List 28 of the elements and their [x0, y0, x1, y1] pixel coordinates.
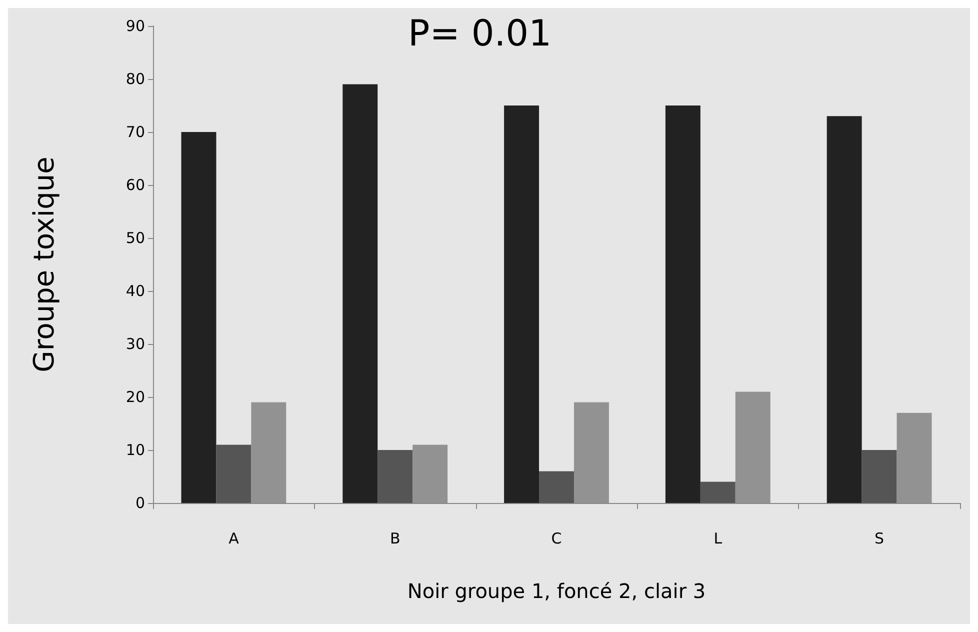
x-tick-label: A [228, 530, 240, 548]
y-tick-label: 90 [126, 17, 145, 35]
annotation: P= 0.01 [408, 14, 552, 54]
bar [862, 450, 897, 503]
bar [504, 106, 540, 503]
x-tick-label: S [874, 530, 884, 548]
bar [665, 106, 700, 503]
y-tick-label: 80 [126, 70, 145, 88]
y-tick-label: 60 [126, 176, 145, 194]
y-tick-label: 40 [126, 282, 145, 300]
y-tick-label: 70 [126, 123, 145, 141]
x-tick-label: L [714, 530, 723, 548]
y-axis-title: Groupe toxique [28, 156, 60, 372]
bar [181, 132, 216, 503]
bar [378, 450, 413, 503]
bar [826, 116, 862, 503]
y-tick-label: 30 [126, 335, 145, 353]
bar [700, 482, 736, 503]
x-axis-title: Noir groupe 1, foncé 2, clair 3 [407, 579, 706, 603]
bar [342, 84, 378, 503]
y-tick-label: 0 [135, 494, 145, 512]
y-tick-label: 20 [126, 388, 145, 406]
y-tick-label: 10 [126, 441, 145, 459]
bar [216, 444, 252, 503]
bar [539, 471, 574, 503]
x-tick-label: C [551, 530, 562, 548]
x-tick-label: B [390, 530, 400, 548]
y-tick-label: 50 [126, 229, 145, 247]
